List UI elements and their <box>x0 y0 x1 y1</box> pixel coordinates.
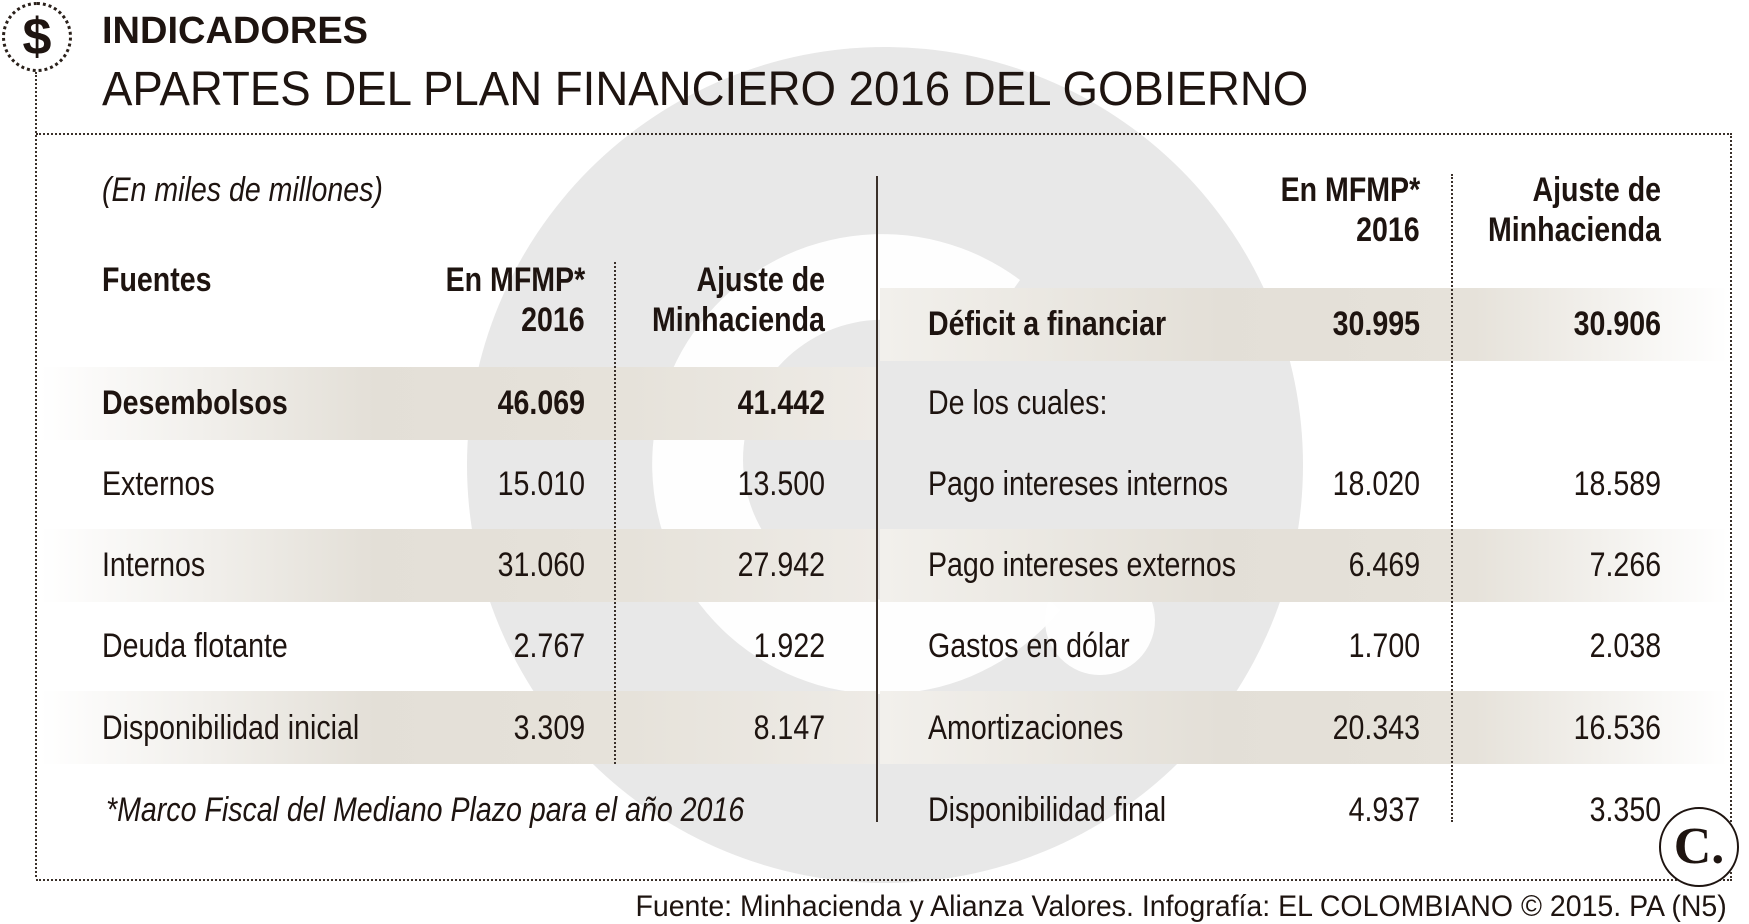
column-header-fuentes: Fuentes <box>102 261 212 299</box>
value-ajuste: 7.266 <box>1589 546 1661 584</box>
value-ajuste: 41.442 <box>737 384 825 422</box>
value-mfmp: 1.700 <box>1348 627 1420 665</box>
dollar-icon: $ <box>2 2 72 72</box>
row-band <box>880 288 1728 361</box>
row-band <box>40 529 876 602</box>
value-ajuste: 27.942 <box>737 546 825 584</box>
kicker: INDICADORES <box>102 10 369 52</box>
row-label: Deuda flotante <box>102 627 288 665</box>
column-separator <box>614 262 616 764</box>
row-label: Déficit a financiar <box>928 305 1167 343</box>
header-connector <box>35 72 37 877</box>
value-mfmp: 31.060 <box>497 546 585 584</box>
value-ajuste: 2.038 <box>1589 627 1661 665</box>
value-ajuste: 16.536 <box>1573 709 1661 747</box>
value-mfmp: 3.309 <box>513 709 585 747</box>
row-band <box>40 691 876 764</box>
row-label: Disponibilidad final <box>928 791 1167 829</box>
row-label: Desembolsos <box>102 384 288 422</box>
row-label: Gastos en dólar <box>928 627 1130 665</box>
value-mfmp: 4.937 <box>1348 791 1420 829</box>
value-mfmp: 6.469 <box>1348 546 1420 584</box>
row-label: Internos <box>102 546 206 584</box>
row-band <box>880 529 1728 602</box>
row-band <box>40 367 876 440</box>
row-label: Pago intereses externos <box>928 546 1237 584</box>
value-ajuste: 13.500 <box>737 465 825 503</box>
row-label: Amortizaciones <box>928 709 1124 747</box>
value-mfmp: 15.010 <box>497 465 585 503</box>
column-header-mfmp-right: En MFMP* 2016 <box>1280 171 1420 249</box>
section-divider <box>876 176 878 822</box>
value-ajuste: 30.906 <box>1573 305 1661 343</box>
value-mfmp: 46.069 <box>497 384 585 422</box>
page-title: APARTES DEL PLAN FINANCIERO 2016 DEL GOB… <box>102 63 1309 116</box>
source-footer: Fuente: Minhacienda y Alianza Valores. I… <box>635 890 1727 923</box>
column-header-ajuste: Ajuste de Minhacienda <box>652 261 825 339</box>
row-label: Externos <box>102 465 215 503</box>
value-ajuste: 3.350 <box>1589 791 1661 829</box>
row-label: Pago intereses internos <box>928 465 1229 503</box>
value-mfmp: 18.020 <box>1332 465 1420 503</box>
value-ajuste: 18.589 <box>1573 465 1661 503</box>
column-separator <box>1451 174 1453 822</box>
value-mfmp: 30.995 <box>1332 305 1420 343</box>
column-header-mfmp: En MFMP* 2016 <box>445 261 585 339</box>
footnote: *Marco Fiscal del Mediano Plazo para el … <box>106 791 745 829</box>
column-header-ajuste-right: Ajuste de Minhacienda <box>1488 171 1661 249</box>
row-label: Disponibilidad inicial <box>102 709 360 747</box>
value-mfmp: 2.767 <box>513 627 585 665</box>
el-colombiano-logo: C. <box>1659 807 1739 887</box>
value-ajuste: 1.922 <box>753 627 825 665</box>
unit-note: (En miles de millones) <box>102 171 383 209</box>
row-label: De los cuales: <box>928 384 1108 422</box>
value-mfmp: 20.343 <box>1332 709 1420 747</box>
row-band <box>880 691 1728 764</box>
table-frame <box>36 133 1732 881</box>
value-ajuste: 8.147 <box>753 709 825 747</box>
